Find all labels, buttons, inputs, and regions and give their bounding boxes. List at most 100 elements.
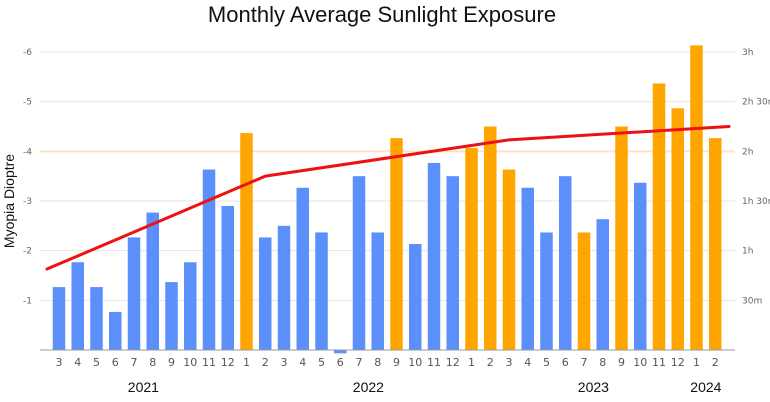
bar bbox=[502, 169, 516, 350]
year-label: 2022 bbox=[353, 379, 384, 395]
left-tick-label: -6 bbox=[23, 48, 32, 58]
x-tick-label: 12 bbox=[446, 356, 460, 369]
trend-line-layer bbox=[45, 125, 731, 271]
gridlines bbox=[40, 51, 735, 301]
x-tick-label: 3 bbox=[281, 356, 288, 369]
bar bbox=[390, 138, 403, 350]
bar bbox=[71, 262, 84, 350]
bar bbox=[521, 187, 534, 350]
bar bbox=[409, 244, 422, 350]
bar bbox=[277, 225, 291, 350]
x-tick-label: 7 bbox=[356, 356, 363, 369]
x-tick-label: 2 bbox=[262, 356, 269, 369]
right-tick-label: 2h 30m bbox=[742, 98, 770, 108]
right-tick-label: 2h bbox=[742, 147, 753, 157]
bar bbox=[296, 187, 309, 350]
x-tick-label: 12 bbox=[671, 356, 685, 369]
bar bbox=[52, 287, 66, 350]
year-label: 2023 bbox=[578, 379, 609, 395]
x-tick-label: 7 bbox=[131, 356, 138, 369]
bars bbox=[52, 45, 722, 354]
x-tick-label: 9 bbox=[618, 356, 625, 369]
bar bbox=[671, 108, 684, 351]
bar bbox=[165, 282, 178, 350]
x-tick-label: 1 bbox=[243, 356, 250, 369]
bar bbox=[202, 169, 216, 350]
x-tick-label: 3 bbox=[506, 356, 513, 369]
right-tick-label: 1h 30m bbox=[742, 197, 770, 207]
right-tick-label: 30m bbox=[742, 296, 762, 306]
x-tick-label: 5 bbox=[543, 356, 550, 369]
x-tick-label: 4 bbox=[524, 356, 531, 369]
chart-title: Monthly Average Sunlight Exposure bbox=[208, 2, 556, 27]
x-tick-label: 6 bbox=[112, 356, 119, 369]
x-tick-label: 10 bbox=[408, 356, 422, 369]
left-tick-label: -2 bbox=[23, 247, 32, 257]
x-tick-label: 6 bbox=[562, 356, 569, 369]
right-tick-label: 1h bbox=[742, 247, 753, 257]
bar bbox=[690, 45, 703, 350]
x-tick-label: 9 bbox=[393, 356, 400, 369]
x-axis-ticks: 3 4 5 6 7 8 9 10 11 12 1 2 3 4 5 6 7 8 9 10 11 12 1 2 3 4 5 6 7 8 9 10 1… bbox=[56, 356, 719, 369]
bar bbox=[709, 138, 722, 350]
bar bbox=[184, 262, 197, 350]
trend-line bbox=[45, 125, 731, 271]
bar bbox=[577, 232, 591, 350]
right-tick-label: 3h bbox=[742, 48, 753, 58]
left-tick-label: -1 bbox=[23, 296, 32, 306]
x-tick-label: 2 bbox=[712, 356, 719, 369]
x-tick-label: 1 bbox=[468, 356, 475, 369]
left-axis-ticks: -1 -2 -3 -4 -5 -6 bbox=[23, 48, 32, 306]
bar bbox=[259, 237, 272, 350]
left-tick-label: -5 bbox=[23, 98, 32, 108]
y-axis-label: Myopia Dioptre bbox=[1, 154, 17, 248]
x-tick-label: 11 bbox=[652, 356, 666, 369]
bar bbox=[484, 126, 497, 350]
x-tick-label: 9 bbox=[168, 356, 175, 369]
right-axis-ticks: 30m 1h 1h 30m 2h 2h 30m 3h bbox=[742, 48, 770, 306]
x-tick-label: 7 bbox=[581, 356, 588, 369]
year-label: 2021 bbox=[128, 379, 159, 395]
bar bbox=[634, 182, 647, 350]
x-tick-label: 4 bbox=[74, 356, 81, 369]
bar bbox=[221, 205, 234, 350]
x-tick-label: 3 bbox=[56, 356, 63, 369]
year-label: 2024 bbox=[690, 379, 721, 395]
x-tick-label: 6 bbox=[337, 356, 344, 369]
bar bbox=[427, 162, 441, 350]
bar bbox=[146, 212, 159, 350]
x-tick-label: 11 bbox=[427, 356, 441, 369]
bar bbox=[109, 311, 122, 350]
left-tick-label: -3 bbox=[23, 197, 32, 207]
bar bbox=[240, 133, 253, 350]
x-tick-label: 2 bbox=[487, 356, 494, 369]
year-labels: 2021 2022 2023 2024 bbox=[128, 379, 722, 395]
x-tick-label: 1 bbox=[693, 356, 700, 369]
bar bbox=[615, 126, 628, 350]
bar bbox=[371, 232, 384, 350]
bar bbox=[596, 219, 609, 350]
bar bbox=[352, 176, 366, 350]
x-tick-label: 8 bbox=[599, 356, 606, 369]
bar bbox=[90, 287, 103, 350]
x-tick-label: 8 bbox=[149, 356, 156, 369]
bar bbox=[127, 237, 141, 350]
bar bbox=[446, 176, 459, 350]
x-tick-label: 11 bbox=[202, 356, 216, 369]
left-tick-label: -4 bbox=[23, 147, 32, 157]
x-tick-label: 5 bbox=[318, 356, 325, 369]
x-tick-label: 8 bbox=[374, 356, 381, 369]
x-tick-label: 10 bbox=[633, 356, 647, 369]
x-tick-label: 12 bbox=[221, 356, 235, 369]
bar bbox=[315, 232, 328, 350]
bar bbox=[540, 232, 553, 350]
x-tick-label: 5 bbox=[93, 356, 100, 369]
bar bbox=[334, 350, 347, 354]
bar bbox=[652, 83, 666, 350]
x-tick-label: 4 bbox=[299, 356, 306, 369]
bar bbox=[559, 176, 572, 350]
x-tick-label: 10 bbox=[183, 356, 197, 369]
bar bbox=[465, 148, 478, 350]
